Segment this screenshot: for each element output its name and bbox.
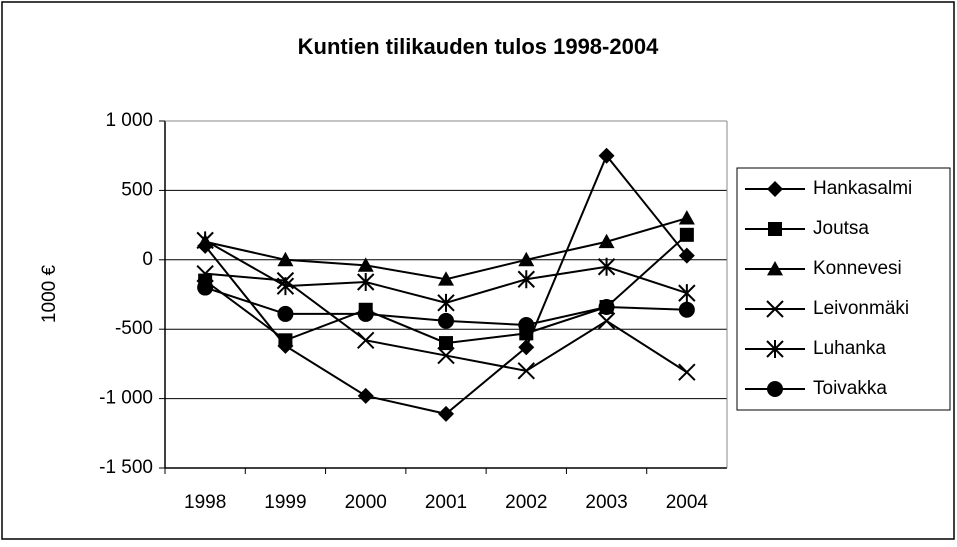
- marker: [357, 273, 375, 292]
- x-tick-label: 2001: [425, 492, 467, 513]
- x-tick-label: 2004: [666, 492, 709, 513]
- marker: [357, 257, 374, 272]
- marker: [439, 336, 453, 351]
- x-tick-label: 2000: [345, 492, 387, 513]
- marker: [678, 210, 695, 225]
- marker: [598, 298, 615, 315]
- marker: [438, 271, 454, 286]
- marker: [597, 312, 616, 330]
- y-tick-label: -1 500: [99, 457, 153, 478]
- marker: [278, 333, 293, 348]
- legend-label: Hankasalmi: [813, 178, 912, 199]
- marker: [678, 363, 696, 381]
- legend-marker: [766, 340, 784, 358]
- marker: [196, 231, 214, 250]
- marker: [518, 317, 535, 334]
- marker: [357, 331, 375, 350]
- x-tick-label: 2002: [505, 492, 547, 513]
- y-axis-label: 1000 €: [39, 265, 60, 324]
- marker: [277, 251, 294, 267]
- marker: [196, 264, 214, 283]
- marker: [438, 312, 454, 329]
- legend-box: [736, 167, 951, 411]
- marker: [517, 362, 535, 380]
- marker: [678, 284, 696, 303]
- x-tick-label: 2003: [585, 492, 627, 513]
- marker: [517, 270, 535, 289]
- marker: [437, 346, 455, 365]
- legend-marker: [767, 181, 783, 197]
- legend-label: Toivakka: [813, 378, 887, 399]
- marker: [277, 305, 294, 322]
- marker: [518, 251, 535, 267]
- marker: [598, 147, 615, 164]
- marker: [598, 233, 615, 249]
- legend-label: Konnevesi: [813, 258, 902, 279]
- y-tick-label: 1 000: [105, 110, 153, 131]
- legend-marker: [767, 261, 783, 276]
- marker: [276, 277, 295, 296]
- legend-label: Joutsa: [813, 218, 869, 239]
- legend-marker: [768, 222, 782, 236]
- marker: [357, 305, 374, 322]
- legend-marker: [766, 300, 784, 318]
- marker: [678, 301, 695, 318]
- legend-label: Leivonmäki: [813, 298, 909, 319]
- legend-label: Luhanka: [813, 338, 886, 359]
- marker: [679, 227, 694, 242]
- chart-title: Kuntien tilikauden tulos 1998-2004: [298, 34, 659, 59]
- marker: [197, 279, 214, 296]
- y-tick-label: -500: [115, 318, 153, 339]
- marker: [438, 405, 454, 422]
- marker: [357, 387, 374, 404]
- x-tick-label: 1998: [184, 492, 226, 513]
- x-tick-label: 1999: [264, 492, 306, 513]
- y-tick-label: 0: [142, 249, 153, 270]
- marker: [597, 257, 616, 276]
- y-tick-label: 500: [121, 179, 153, 200]
- marker: [678, 247, 695, 264]
- y-tick-label: -1 000: [99, 388, 153, 409]
- legend-marker: [767, 381, 783, 397]
- marker: [518, 339, 535, 356]
- marker: [437, 293, 455, 312]
